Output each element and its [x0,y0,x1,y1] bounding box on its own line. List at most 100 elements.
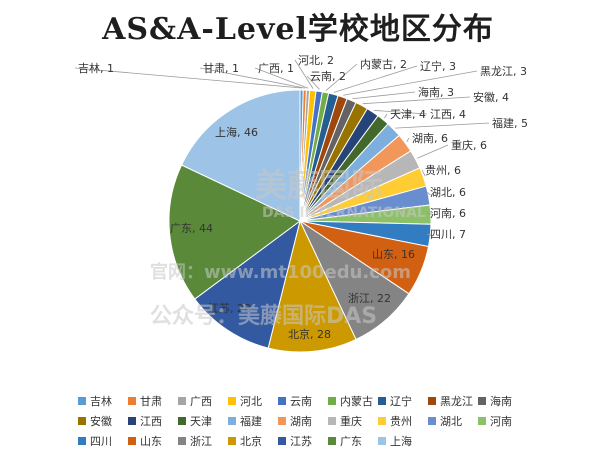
legend-swatch [128,397,136,405]
leader-line-16 [426,191,431,196]
legend-label: 江西 [140,415,162,428]
legend-swatch [278,437,286,445]
pie-slice-23 [168,164,301,300]
legend-label: 北京 [240,435,262,448]
legend-swatch [228,397,236,405]
legend-item-10: 江西 [128,413,178,429]
legend-swatch [428,417,436,425]
leader-line-7 [343,70,478,96]
legend-item-1: 甘肃 [128,393,178,409]
legend-label: 甘肃 [140,395,162,408]
legend-swatch [78,417,86,425]
legend-item-2: 广西 [178,393,228,409]
legend-label: 福建 [240,415,262,428]
legend-label: 广西 [190,395,212,408]
data-label-14: 重庆, 6 [451,138,487,152]
legend-swatch [228,437,236,445]
pie-chart: 吉林, 1 甘肃, 1 广西, 1 河北, 2 云南, 2 内蒙古, 2 辽宁, 3 黑龙江,… [74,54,528,353]
legend-swatch [128,417,136,425]
data-label-3: 河北, 2 [298,54,334,67]
data-label-20: 浙江, 22 [348,292,391,305]
data-label-24: 上海, 46 [215,125,258,139]
chart-title: AS&A-Level学校地区分布 [102,12,494,47]
data-label-4: 云南, 2 [310,70,346,83]
leader-line-11 [384,113,388,119]
legend-swatch [178,437,186,445]
legend-label: 贵州 [390,415,412,428]
legend-swatch [378,397,386,405]
legend-swatch [278,417,286,425]
watermark-site: 官网：www.mt100edu.com [150,262,412,283]
legend-swatch [478,397,486,405]
legend-item-4: 云南 [278,393,328,409]
legend-item-8: 海南 [478,393,528,409]
legend-item-20: 浙江 [178,433,228,449]
data-label-9: 安徽, 4 [473,90,509,104]
legend-item-18: 四川 [78,433,128,449]
legend-item-6: 辽宁 [378,393,428,409]
legend-label: 四川 [90,435,112,448]
leader-line-13 [406,137,410,142]
legend-label: 广东 [340,435,362,448]
data-label-1: 甘肃, 1 [203,62,239,75]
legend-label: 黑龙江 [440,395,473,408]
legend-item-3: 河北 [228,393,278,409]
leader-line-12 [395,122,490,129]
legend-swatch [428,397,436,405]
legend-label: 浙江 [190,435,212,448]
leader-line-5 [325,63,358,91]
leader-line-14 [417,144,449,159]
legend-swatch [128,437,136,445]
legend-label: 云南 [290,395,312,408]
watermark-brand: 美藤国际 [255,166,384,204]
legend-swatch [378,417,386,425]
legend-swatch [378,437,386,445]
legend-label: 湖南 [290,415,312,428]
legend-item-9: 安徽 [78,413,128,429]
legend-swatch [328,437,336,445]
legend-label: 山东 [140,435,162,448]
legend-item-7: 黑龙江 [428,393,478,409]
leader-line-1 [199,67,305,89]
leader-line-6 [333,65,418,93]
legend-label: 湖北 [440,415,462,428]
leader-line-9 [362,96,471,105]
legend-swatch [178,417,186,425]
legend-label: 海南 [490,395,512,408]
data-label-0: 吉林, 1 [78,61,114,75]
legend-item-17: 河南 [478,413,528,429]
pie-slices [168,89,432,353]
data-label-6: 辽宁, 3 [420,59,456,73]
legend-item-16: 湖北 [428,413,478,429]
legend-item-22: 江苏 [278,433,328,449]
leader-line-15 [421,169,426,177]
leader-line-8 [352,91,416,100]
legend-label: 天津 [190,415,212,428]
legend-label: 河北 [240,395,262,408]
data-label-22: 江苏, 28 [208,302,251,315]
data-label-2: 广西, 1 [258,62,294,75]
legend-swatch [278,397,286,405]
data-label-11: 天津, 4 [390,108,426,121]
data-label-15: 贵州, 6 [425,164,461,177]
pie-slice-21 [267,219,357,353]
data-label-8: 海南, 3 [418,85,454,99]
data-label-23: 广东, 44 [170,222,213,235]
legend-swatch [178,397,186,405]
legend-item-13: 湖南 [278,413,328,429]
legend-label: 吉林 [90,395,112,408]
legend-label: 安徽 [90,415,112,428]
legend-label: 上海 [390,435,412,448]
leader-line-2 [254,67,309,89]
leader-lines [74,59,490,237]
leader-line-0 [74,67,302,89]
legend-label: 内蒙古 [340,395,373,408]
leader-line-17 [426,212,433,215]
legend-item-0: 吉林 [78,393,128,409]
data-label-12: 福建, 5 [492,116,528,130]
legend-item-11: 天津 [178,413,228,429]
leader-line-10 [373,110,428,115]
legend-item-21: 北京 [228,433,278,449]
legend-swatch [78,397,86,405]
legend-label: 河南 [490,415,512,428]
